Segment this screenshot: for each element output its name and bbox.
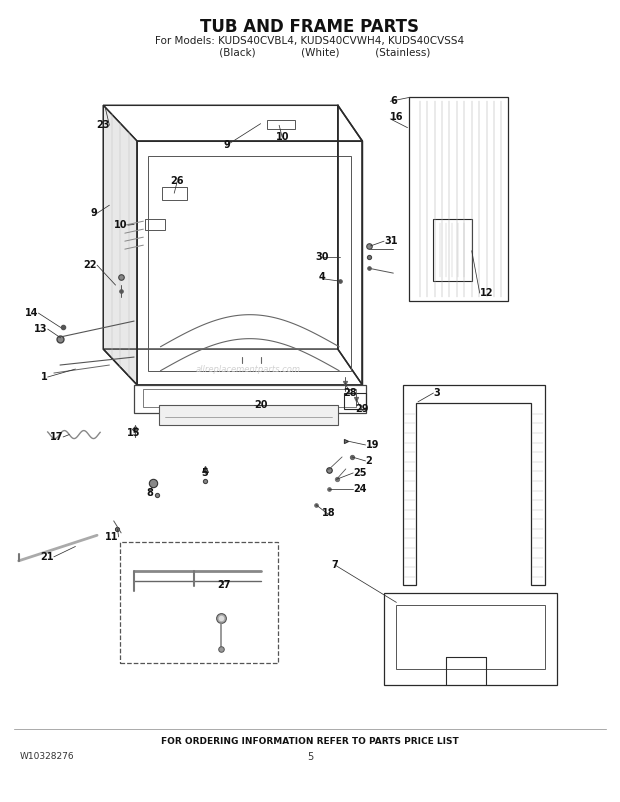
Text: 30: 30 [316,252,329,262]
Text: 15: 15 [127,428,141,438]
Text: 24: 24 [353,484,366,494]
Text: 7: 7 [331,560,338,570]
Text: 27: 27 [217,580,231,589]
Text: 22: 22 [84,260,97,270]
Text: 8: 8 [146,488,153,498]
Text: 16: 16 [390,112,404,122]
Text: 13: 13 [34,324,48,334]
Text: allreplacementparts.com: allreplacementparts.com [196,365,301,374]
Text: 10: 10 [275,132,289,142]
Polygon shape [104,105,137,385]
Text: 19: 19 [366,440,379,450]
Text: FOR ORDERING INFORMATION REFER TO PARTS PRICE LIST: FOR ORDERING INFORMATION REFER TO PARTS … [161,737,459,746]
Text: 9: 9 [223,140,230,150]
Text: 23: 23 [96,120,109,130]
Text: 28: 28 [343,388,357,398]
Text: 12: 12 [480,288,494,298]
Text: 4: 4 [319,272,326,282]
Text: 5: 5 [307,751,313,762]
Text: TUB AND FRAME PARTS: TUB AND FRAME PARTS [200,18,420,36]
Text: 14: 14 [25,308,38,318]
Text: 3: 3 [433,388,440,398]
Text: 11: 11 [105,532,118,542]
Text: 21: 21 [40,552,54,562]
Text: For Models: KUDS40CVBL4, KUDS40CVWH4, KUDS40CVSS4: For Models: KUDS40CVBL4, KUDS40CVWH4, KU… [156,36,464,47]
Text: W10328276: W10328276 [20,752,74,761]
Text: (Black)              (White)           (Stainless): (Black) (White) (Stainless) [190,47,430,58]
Text: 17: 17 [50,432,63,442]
Text: 26: 26 [170,176,184,186]
Text: 6: 6 [390,96,397,107]
Text: 5: 5 [202,468,208,478]
Text: 29: 29 [356,404,370,414]
Text: 10: 10 [115,221,128,230]
Text: 18: 18 [322,508,335,518]
Text: 20: 20 [254,400,267,410]
Text: 25: 25 [353,468,366,478]
Polygon shape [159,405,338,425]
Text: 1: 1 [41,372,48,382]
Text: 31: 31 [384,236,397,246]
Text: 9: 9 [91,209,97,218]
Text: 2: 2 [366,456,372,466]
